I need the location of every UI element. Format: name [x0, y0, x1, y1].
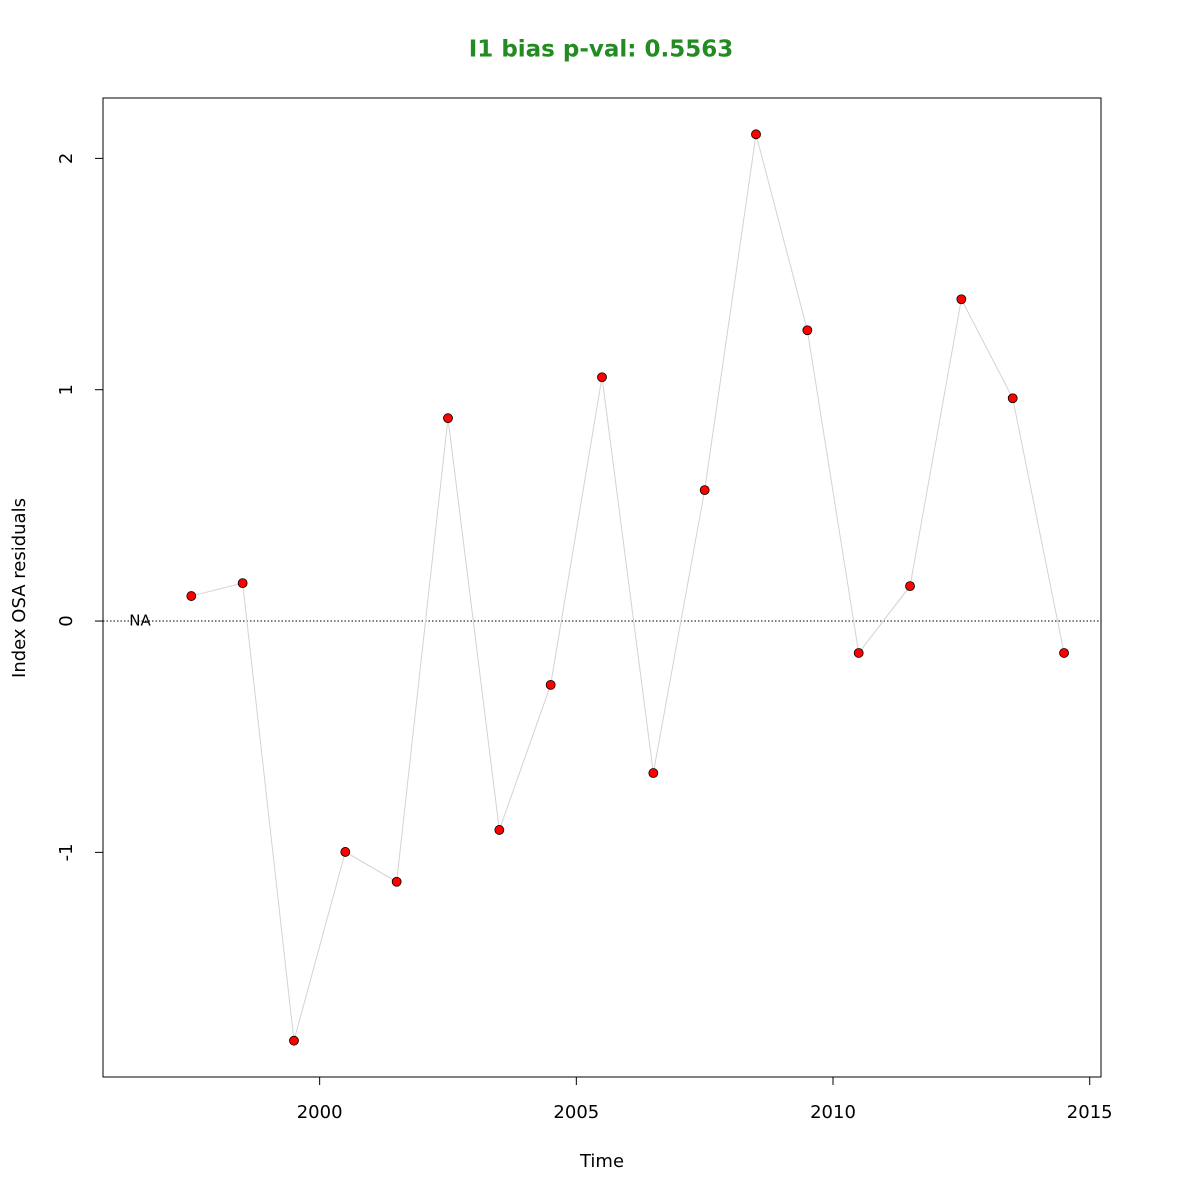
- point: [237, 578, 248, 589]
- point: [186, 591, 197, 601]
- point: [1007, 393, 1018, 404]
- y-tick-label: 1: [56, 384, 77, 395]
- missing-label: NA: [129, 612, 151, 630]
- plot-frame: [102, 97, 1102, 1078]
- y-tick-label: 0: [56, 615, 77, 626]
- chart-title: I1 bias p-val: 0.5563: [469, 37, 734, 63]
- point: [545, 679, 556, 690]
- x-axis-label: Time: [579, 1151, 624, 1172]
- point: [597, 372, 607, 383]
- point: [802, 325, 813, 336]
- point: [289, 1035, 299, 1046]
- point: [1059, 648, 1069, 658]
- point: [699, 485, 710, 496]
- point: [494, 825, 505, 835]
- point: [751, 129, 761, 140]
- point: [853, 648, 864, 658]
- point: [443, 413, 453, 424]
- y-axis-label: Index OSA residuals: [9, 498, 30, 678]
- x-tick-label: 2010: [810, 1102, 856, 1123]
- x-tick-label: 2015: [1067, 1102, 1113, 1123]
- point: [340, 847, 351, 857]
- y-tick-label: -1: [56, 843, 77, 861]
- x-tick-label: 2005: [553, 1102, 599, 1123]
- x-tick-label: 2000: [297, 1102, 343, 1123]
- series-line: [191, 134, 1065, 1041]
- point: [648, 768, 659, 778]
- point: [391, 876, 402, 887]
- point: [956, 294, 967, 305]
- point: [905, 581, 915, 592]
- y-tick-label: 2: [56, 153, 77, 164]
